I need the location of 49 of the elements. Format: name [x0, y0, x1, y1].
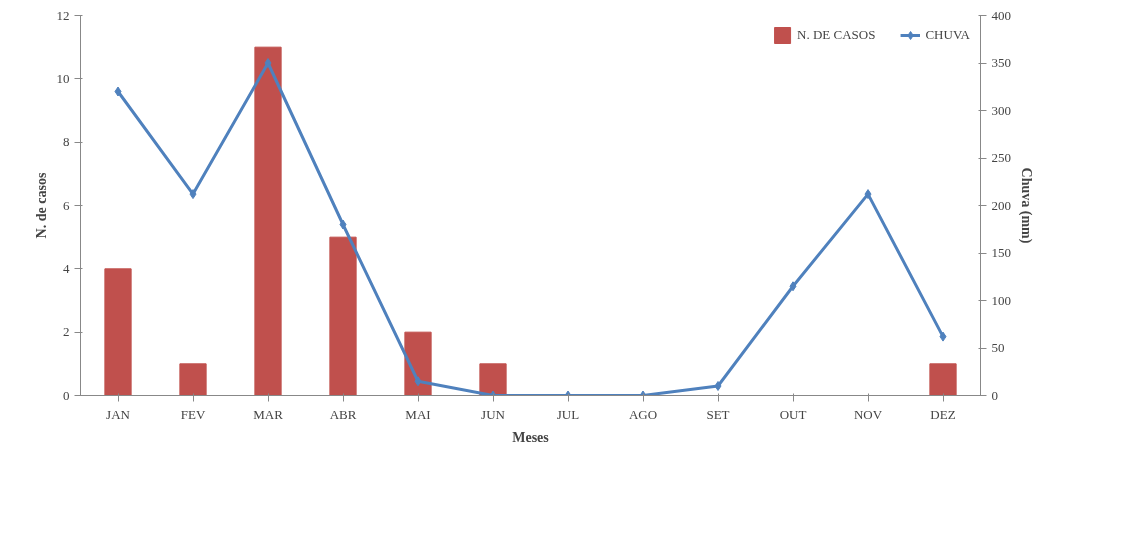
- bar: [404, 331, 432, 396]
- y-tick-label: 10: [56, 70, 70, 86]
- point: [339, 219, 347, 230]
- bar: [479, 363, 507, 396]
- y2-tick-label: 0: [991, 387, 998, 403]
- point: [189, 189, 197, 200]
- y-tick-label: 0: [63, 387, 70, 403]
- y2-tick-label: 350: [991, 55, 1011, 70]
- point: [939, 331, 947, 342]
- bar: [329, 236, 357, 396]
- legend-label: CHUVA: [925, 27, 970, 43]
- x-tick-label: DEZ: [930, 406, 956, 422]
- point: [714, 381, 722, 391]
- x-tick-label: ABR: [329, 406, 357, 422]
- x-tick-label: AGO: [628, 406, 658, 422]
- x-tick-label: SET: [706, 406, 730, 422]
- y-tick-label: 4: [63, 260, 70, 276]
- y2-tick-label: 300: [991, 102, 1011, 118]
- x-tick-label: JUN: [481, 406, 506, 422]
- y2-tick-label: 250: [991, 150, 1011, 165]
- y-tick-label: 12: [56, 7, 70, 23]
- legend-label: N. DE CASOS: [797, 27, 876, 43]
- y2-tick-label: 100: [991, 292, 1011, 308]
- bar: [254, 46, 282, 396]
- x-axis-title: Meses: [512, 429, 550, 445]
- bar: [104, 268, 132, 396]
- point: [264, 58, 272, 68]
- bar: [929, 363, 957, 396]
- x-tick-label: MAI: [405, 406, 431, 422]
- point: [864, 189, 872, 200]
- point: [114, 86, 122, 97]
- x-tick-label: OUT: [779, 406, 807, 422]
- x-tick-label: JUL: [556, 406, 580, 422]
- point: [789, 281, 797, 292]
- y2-tick-label: 400: [991, 7, 1011, 23]
- bar: [179, 363, 207, 396]
- y2-tick-label: 200: [991, 197, 1011, 213]
- y2-tick-label: 150: [991, 245, 1011, 260]
- y-tick-label: 8: [63, 134, 70, 150]
- y-axis-title: N. de casos: [33, 172, 49, 239]
- y2-axis-title: Chuva (mm): [1018, 167, 1034, 244]
- y-tick-label: 6: [63, 197, 70, 213]
- point: [414, 376, 422, 387]
- x-tick-label: FEV: [180, 406, 206, 422]
- y2-tick-label: 50: [991, 340, 1005, 355]
- y-tick-label: 2: [63, 324, 70, 340]
- x-tick-label: JAN: [106, 406, 131, 422]
- x-tick-label: MAR: [253, 406, 284, 422]
- x-tick-label: NOV: [853, 406, 883, 422]
